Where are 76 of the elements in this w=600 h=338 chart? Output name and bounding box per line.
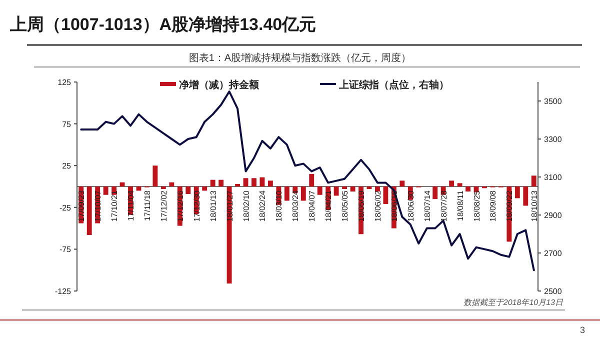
y2-tick-label: 2900 <box>544 211 562 220</box>
bar <box>284 186 290 201</box>
bar <box>432 186 438 200</box>
x-tick-label: 18/09/08 <box>488 190 498 222</box>
x-tick-label: 18/09/22 <box>505 190 514 222</box>
bar <box>375 186 380 192</box>
bar <box>235 184 240 186</box>
bar <box>342 186 348 190</box>
chart-title: 上周（1007-1013）A股净增持13.40亿元 <box>9 15 316 34</box>
x-tick-label: 17/10/07 <box>94 190 103 222</box>
y-tick-label: 75 <box>62 120 72 129</box>
x-tick-label: 18/02/24 <box>258 190 268 222</box>
y-tick-label: 25 <box>62 162 72 171</box>
bar <box>202 186 208 191</box>
bar <box>449 180 454 186</box>
x-tick-label: 17/10/21 <box>110 190 120 222</box>
legend-label: 上证综指（点位，右轴） <box>338 79 449 91</box>
y2-tick-label: 2500 <box>544 287 562 296</box>
x-tick-label: 18/07/14 <box>422 190 432 222</box>
bar <box>103 186 108 195</box>
chart-subtitle: 图表1：A股增减持规模与指数涨跌（亿元，周度） <box>188 52 412 64</box>
y-tick-label: 125 <box>58 78 72 87</box>
bar <box>152 166 158 186</box>
bar <box>317 186 322 195</box>
x-tick-label: 17/11/04 <box>126 190 136 222</box>
y2-tick-label: 2700 <box>544 249 562 258</box>
x-tick-label: 18/03/10 <box>274 190 284 222</box>
bar <box>268 180 273 186</box>
bar <box>300 186 306 201</box>
x-tick-label: 17/09/23 <box>77 190 86 222</box>
x-tick-label: 18/04/21 <box>324 190 334 222</box>
bar <box>350 186 356 192</box>
x-tick-label: 17/12/16 <box>176 190 185 222</box>
legend-label: 净增（减）持金额 <box>179 79 260 91</box>
x-tick-label: 17/12/02 <box>159 190 168 222</box>
x-tick-label: 18/10/13 <box>530 190 539 222</box>
bar <box>457 183 462 186</box>
bar <box>218 180 224 186</box>
y2-tick-label: 3300 <box>544 135 562 144</box>
text: 3 <box>580 325 585 335</box>
x-tick-label: 18/04/07 <box>308 190 317 222</box>
bar <box>243 178 248 186</box>
bar <box>466 186 470 192</box>
x-tick-label: 17/11/18 <box>142 190 152 222</box>
bar <box>523 186 528 206</box>
x-tick-label: 18/01/27 <box>225 190 234 222</box>
x-tick-label: 18/05/19 <box>357 190 366 222</box>
x-tick-label: 18/08/25 <box>472 190 482 222</box>
bar <box>383 186 388 204</box>
bar <box>531 176 536 186</box>
x-tick-label: 18/08/11 <box>456 190 465 222</box>
x-tick-label: 17/12/30 <box>192 190 202 222</box>
y-tick-label: -75 <box>59 245 72 254</box>
x-tick-label: 18/03/24 <box>291 190 300 222</box>
bar <box>169 182 174 186</box>
bar <box>86 186 92 235</box>
bar <box>309 174 314 186</box>
x-tick-label: 18/06/02 <box>373 190 382 222</box>
y-tick-label: -125 <box>54 287 72 296</box>
x-tick-label: 18/01/13 <box>208 190 218 222</box>
bar <box>334 186 339 196</box>
bar <box>186 186 191 194</box>
x-tick-label: 18/07/28 <box>439 190 448 222</box>
x-tick-label: 18/05/05 <box>340 190 350 222</box>
bar <box>210 180 216 186</box>
y-tick-label: -25 <box>59 203 72 212</box>
y2-tick-label: 3500 <box>544 97 562 106</box>
bar <box>366 186 372 190</box>
bar <box>514 186 520 198</box>
x-tick-label: 18/02/10 <box>242 190 251 222</box>
x-tick-label: 18/06/30 <box>406 190 416 222</box>
bar <box>400 180 405 186</box>
y2-tick-label: 3100 <box>544 173 562 182</box>
text: 数据截至于2018年10月13日 <box>463 298 564 307</box>
bar <box>252 178 256 186</box>
bar <box>160 186 166 190</box>
